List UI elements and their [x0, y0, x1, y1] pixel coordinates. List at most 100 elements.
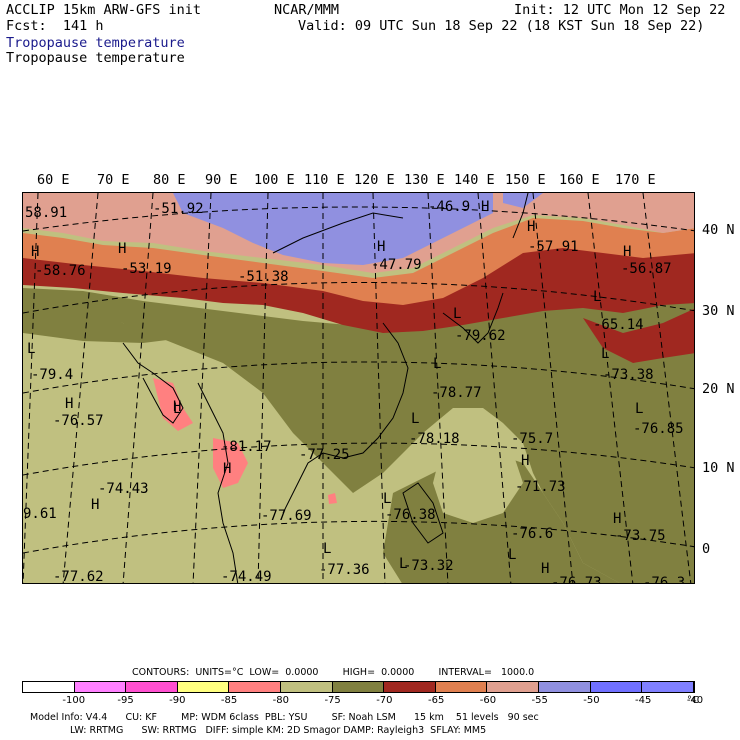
lon-label: 70 E	[97, 172, 130, 188]
colorbar-swatch	[642, 682, 694, 692]
lon-label: 100 E	[254, 172, 295, 188]
colorbar-swatch	[487, 682, 540, 692]
jet-band-darkred	[23, 243, 694, 333]
colorbar-tick-label: °C	[687, 695, 699, 706]
cold-patch	[328, 493, 337, 504]
lon-label: 170 E	[615, 172, 656, 188]
temperature-value: -57.91	[528, 239, 579, 255]
cold-patch	[213, 438, 248, 488]
colorbar-swatch	[590, 682, 643, 692]
low-marker: L	[411, 411, 419, 427]
temperature-value: -78.77	[431, 385, 482, 401]
lavender-region	[173, 193, 493, 265]
temperature-value: -76.57	[53, 413, 104, 429]
temperature-value: -76.38	[385, 507, 436, 523]
lon-label: 120 E	[354, 172, 395, 188]
colorbar-tick-label: -85	[220, 695, 238, 706]
low-marker: L	[601, 346, 609, 362]
colorbar-swatch	[23, 682, 75, 692]
forecast-hour: Fcst: 141 h	[6, 18, 104, 34]
colorbar-swatch	[435, 682, 488, 692]
colorbar-tick-label: -100	[62, 695, 86, 706]
temperature-value: -56.87	[621, 261, 672, 277]
high-marker: H	[31, 244, 39, 260]
map-panel: 58.91 -51.92 H -46.9 H -58.76 H -53.19 -51.38 H -4…	[22, 192, 695, 584]
graticule	[23, 193, 694, 583]
model-info-line1: Model Info: V4.4 CU: KF MP: WDM 6class P…	[30, 712, 539, 723]
lon-label: 140 E	[454, 172, 495, 188]
lon-label: 150 E	[505, 172, 546, 188]
temperature-value: -65.14	[593, 317, 644, 333]
high-marker: H	[173, 399, 181, 415]
temperature-value: -77.69	[261, 508, 312, 524]
lon-label: 130 E	[404, 172, 445, 188]
init-time: Init: 12 UTC Mon 12 Sep 22	[514, 2, 726, 18]
low-marker: L	[453, 306, 461, 322]
temperature-value: -79.4	[31, 367, 73, 383]
cold-patch	[153, 378, 193, 431]
colorbar-tick-label: -55	[531, 695, 548, 706]
temperature-value: -74.43	[98, 481, 149, 497]
light-olive-patch	[433, 423, 523, 523]
temperature-value: -76.6	[511, 526, 553, 542]
high-marker: H	[481, 199, 489, 215]
temperature-value: -77.36	[319, 562, 370, 578]
lon-label: 110 E	[304, 172, 345, 188]
colorbar-tick-label: -40	[686, 695, 704, 706]
colorbar-tick-label: -65	[427, 695, 445, 706]
high-marker: H	[613, 511, 621, 527]
lat-label: 30 N	[702, 303, 735, 319]
low-marker: L	[635, 401, 643, 417]
colorbar-swatch	[281, 682, 333, 692]
low-marker: L	[27, 341, 35, 357]
high-marker: H	[223, 461, 231, 477]
high-marker: H	[521, 453, 529, 469]
colorbar-tick-label: -90	[169, 695, 186, 706]
colorbar-swatch	[384, 682, 436, 692]
low-marker: L	[508, 547, 516, 563]
field-name-contour: Tropopause temperature	[6, 50, 185, 66]
high-marker: H	[65, 396, 73, 412]
temperature-value: -51.92	[153, 201, 204, 217]
lon-label: 80 E	[153, 172, 186, 188]
plot-title: ACCLIP 15km ARW-GFS init	[6, 2, 202, 18]
temperature-value: -73.32	[403, 558, 454, 574]
temperature-value: -76.85	[633, 421, 684, 437]
high-marker: H	[527, 219, 535, 235]
low-marker: L	[399, 556, 407, 572]
map-svg: 58.91 -51.92 H -46.9 H -58.76 H -53.19 -51.38 H -4…	[23, 193, 694, 584]
lat-label: 0	[702, 541, 711, 557]
model-info-line2: LW: RRTMG SW: RRTMG DIFF: simple KM: 2D …	[70, 725, 487, 736]
temperature-value: -81.17	[221, 439, 272, 455]
colorbar	[22, 681, 695, 693]
colorbar-tick-label: -70	[376, 695, 393, 706]
temperature-value: 58.91	[25, 205, 67, 221]
temperature-value: -77.62	[53, 569, 104, 584]
source-label: NCAR/MMM	[274, 2, 340, 18]
temperature-value: -75.7	[511, 431, 553, 447]
colorbar-tick-label: -95	[117, 695, 134, 706]
lat-label: 10 N	[702, 460, 735, 476]
colorbar-tick-label: -75	[324, 695, 341, 706]
lat-label: 20 N	[702, 381, 735, 397]
colorbar-tick-label: -80	[272, 695, 290, 706]
colorbar-tick-label: -50	[583, 695, 600, 706]
field-name-filled: Tropopause temperature	[6, 35, 185, 51]
temperature-value: -77.25	[299, 447, 350, 463]
temperature-value: -47.79	[371, 257, 422, 273]
temperature-value: -58.76	[35, 263, 86, 279]
dark-olive-band	[23, 273, 694, 583]
temperature-value: -76.73	[551, 575, 602, 584]
low-marker: L	[173, 401, 181, 417]
high-marker: H	[541, 561, 549, 577]
high-marker: H	[377, 239, 385, 255]
low-marker: L	[383, 491, 391, 507]
temperature-value: 9.61	[23, 506, 57, 522]
temperature-value: -73.75	[615, 528, 666, 544]
colorbar-tick-label: -45	[635, 695, 652, 706]
high-marker: H	[623, 244, 631, 260]
lon-label: 60 E	[37, 172, 70, 188]
temperature-value: -46.9	[428, 199, 470, 215]
valid-time: Valid: 09 UTC Sun 18 Sep 22 (18 KST Sun …	[298, 18, 705, 34]
contours-info: CONTOURS: UNITS=°C LOW= 0.0000 HIGH= 0.0…	[132, 667, 535, 678]
